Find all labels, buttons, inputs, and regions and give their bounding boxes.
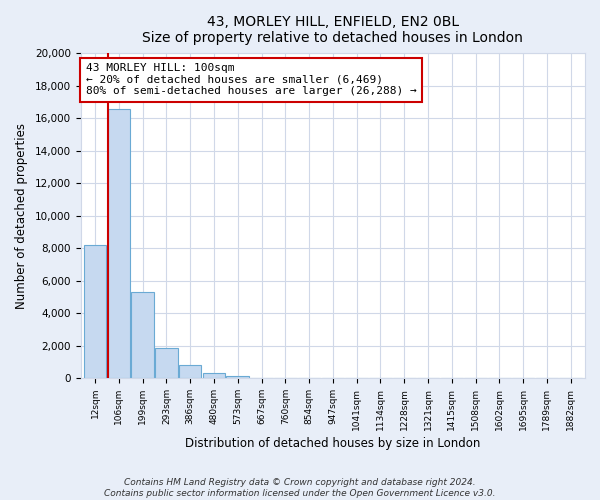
Bar: [155, 348, 178, 378]
Bar: [179, 365, 202, 378]
Bar: [131, 292, 154, 378]
Bar: [107, 108, 130, 378]
Bar: [203, 374, 225, 378]
Text: Contains HM Land Registry data © Crown copyright and database right 2024.
Contai: Contains HM Land Registry data © Crown c…: [104, 478, 496, 498]
X-axis label: Distribution of detached houses by size in London: Distribution of detached houses by size …: [185, 437, 481, 450]
Bar: [226, 376, 249, 378]
Y-axis label: Number of detached properties: Number of detached properties: [15, 123, 28, 309]
Title: 43, MORLEY HILL, ENFIELD, EN2 0BL
Size of property relative to detached houses i: 43, MORLEY HILL, ENFIELD, EN2 0BL Size o…: [142, 15, 523, 45]
Text: 43 MORLEY HILL: 100sqm
← 20% of detached houses are smaller (6,469)
80% of semi-: 43 MORLEY HILL: 100sqm ← 20% of detached…: [86, 63, 416, 96]
Bar: [84, 245, 106, 378]
